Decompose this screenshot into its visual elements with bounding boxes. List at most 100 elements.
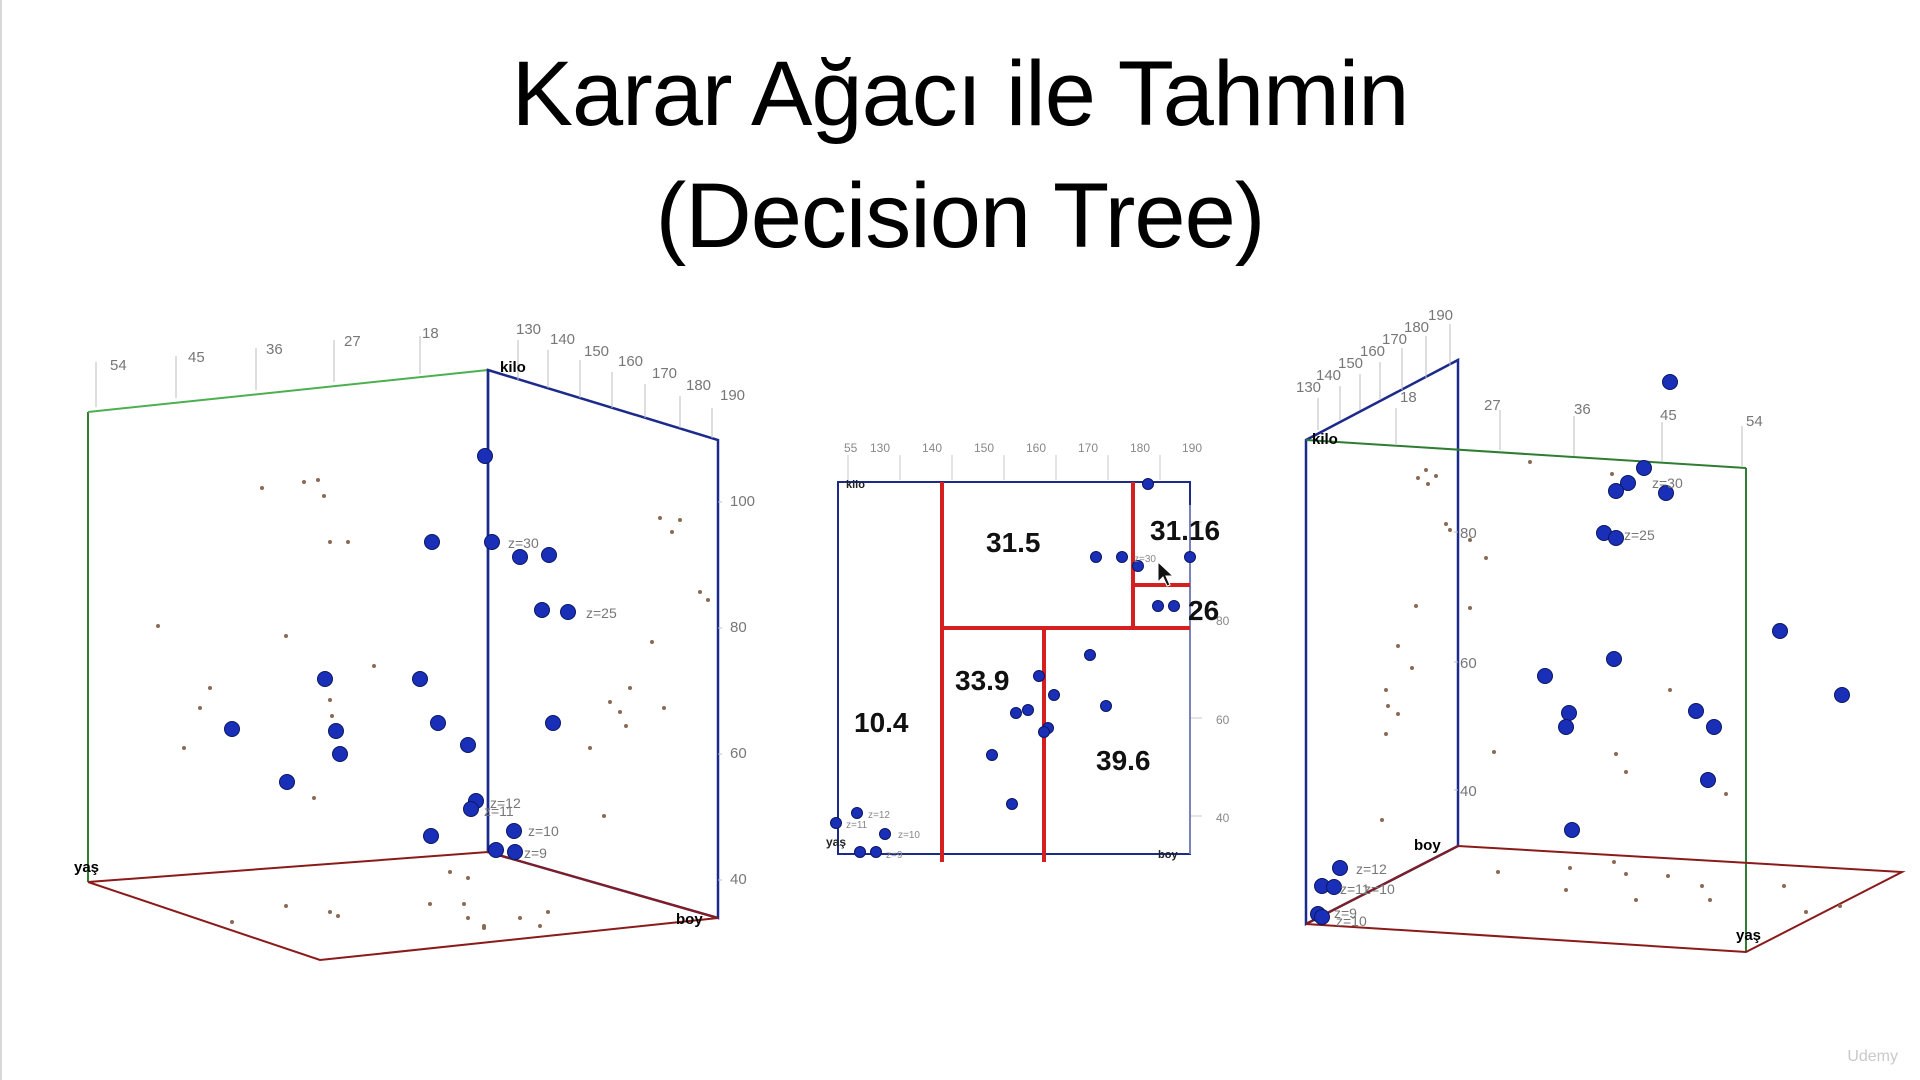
point-label: z=10 (1336, 913, 1367, 929)
tick-label: 140 (922, 441, 942, 455)
tick-label: 55 (844, 441, 858, 455)
region-value: 33.9 (955, 665, 1010, 696)
right-yas-axis-top (1305, 439, 1747, 469)
slide-title: Karar Ağacı ile Tahmin (511, 43, 1410, 145)
point-label: z=10 (898, 830, 920, 841)
tick-label: 80 (1216, 614, 1230, 628)
region-value: 31.5 (986, 527, 1041, 558)
center-kilo-label: kilo (846, 479, 865, 491)
tick-label: 36 (266, 341, 283, 358)
tick-label: 18 (422, 325, 439, 342)
tick-label: 27 (1484, 397, 1501, 414)
tick-label: 100 (730, 493, 755, 510)
region-value: 26 (1188, 595, 1219, 626)
tick-label: 140 (550, 331, 575, 348)
tick-label: 160 (1026, 441, 1046, 455)
mouse-cursor-icon (1157, 560, 1175, 587)
tick-label: 40 (730, 871, 747, 888)
region-values: 31.5 31.16 26 33.9 10.4 39.6 (854, 515, 1220, 776)
tick-label: 40 (1460, 783, 1477, 800)
tick-label: 190 (1182, 441, 1202, 455)
tick-label: 54 (110, 357, 127, 374)
left-point-labels: z=30 z=25 z=12 z=11 z=10 z=9 (484, 535, 617, 861)
tick-label: 190 (1428, 307, 1453, 324)
center-kilo-tick-labels: 80 60 40 (1216, 614, 1230, 825)
point-label: z=9 (886, 850, 903, 861)
tick-label: 45 (188, 349, 205, 366)
right-3d-scatter: 130 140 150 160 170 180 190 18 27 36 45 … (1296, 307, 1906, 954)
left-yas-axis-top (87, 369, 489, 413)
right-point-labels: z=30 z=25 z=12 z=11 z=10 z=9 z=10 (1334, 475, 1683, 929)
left-boy-label: boy (676, 911, 703, 928)
point-label: z=25 (586, 605, 617, 621)
tick-label: 180 (686, 377, 711, 394)
point-label: z=30 (1134, 554, 1156, 565)
left-kilo-boy-plane (486, 368, 720, 920)
region-value: 10.4 (854, 707, 909, 738)
left-floor-plane (87, 850, 719, 962)
udemy-watermark: Udemy (1847, 1048, 1898, 1065)
tick-label: 150 (1338, 355, 1363, 372)
left-boy-tick-labels: 130 140 150 160 170 180 190 (516, 321, 745, 404)
tick-label: 54 (1746, 413, 1763, 430)
tick-label: 150 (584, 343, 609, 360)
center-point-labels: z=30 z=12 z=11 z=10 z=9 (846, 554, 1156, 861)
tick-label: 180 (1130, 441, 1150, 455)
tick-label: 45 (1660, 407, 1677, 424)
right-boy-label: boy (1414, 837, 1441, 854)
region-value: 31.16 (1150, 515, 1220, 546)
region-value: 39.6 (1096, 745, 1151, 776)
point-label: z=12 (868, 810, 890, 821)
point-label: z=30 (1652, 475, 1683, 491)
tick-label: 130 (516, 321, 541, 338)
tick-label: 18 (1400, 389, 1417, 406)
tick-label: 130 (870, 441, 890, 455)
split-lines (940, 482, 1190, 862)
center-boy-label: boy (1158, 849, 1178, 861)
tick-label: 40 (1216, 811, 1230, 825)
tick-label: 150 (974, 441, 994, 455)
tick-label: 130 (1296, 379, 1321, 396)
center-yas-label: yaş (826, 835, 846, 849)
tick-label: 60 (1460, 655, 1477, 672)
tick-label: 160 (618, 353, 643, 370)
tick-label: 60 (730, 745, 747, 762)
left-3d-scatter: 54 45 36 27 18 130 140 150 160 170 180 1… (74, 321, 755, 962)
right-kilo-tick-labels: 80 60 40 (1460, 525, 1477, 800)
tick-label: 36 (1574, 401, 1591, 418)
tick-label: 80 (730, 619, 747, 636)
right-yas-label: yaş (1736, 927, 1761, 944)
center-boy-tick-labels: 55 130 140 150 160 170 180 190 (844, 441, 1202, 455)
tick-label: 140 (1316, 367, 1341, 384)
tick-label: 170 (1078, 441, 1098, 455)
tick-label: 27 (344, 333, 361, 350)
tick-label: 60 (1216, 713, 1230, 727)
slide-left-border (0, 0, 2, 1080)
right-kilo-label: kilo (1312, 431, 1338, 448)
point-label: z=11 (484, 803, 514, 819)
point-label: z=11 (1340, 881, 1370, 897)
tick-label: 170 (652, 365, 677, 382)
point-label: z=11 (846, 820, 868, 831)
left-kilo-label: kilo (500, 359, 526, 376)
right-floor-plane (1305, 844, 1906, 954)
center-decision-regions: 55 130 140 150 160 170 180 190 80 60 40 … (826, 441, 1230, 862)
point-label: z=10 (1364, 881, 1395, 897)
tick-label: 190 (720, 387, 745, 404)
point-label: z=10 (528, 823, 559, 839)
left-yas-label: yaş (74, 859, 99, 876)
left-kilo-tick-labels: 100 80 60 40 (730, 493, 755, 888)
tick-label: 180 (1404, 319, 1429, 336)
point-label: z=25 (1624, 527, 1655, 543)
point-label: z=9 (524, 845, 547, 861)
point-label: z=12 (1356, 861, 1387, 877)
point-label: z=9 (1334, 905, 1357, 921)
tick-label: 80 (1460, 525, 1477, 542)
tick-label: 170 (1382, 331, 1407, 348)
tick-label: 160 (1360, 343, 1385, 360)
left-yas-tick-labels: 54 45 36 27 18 (110, 325, 439, 374)
right-boy-tick-labels: 130 140 150 160 170 180 190 (1296, 307, 1453, 396)
point-label: z=30 (508, 535, 539, 551)
point-label: z=12 (490, 795, 521, 811)
